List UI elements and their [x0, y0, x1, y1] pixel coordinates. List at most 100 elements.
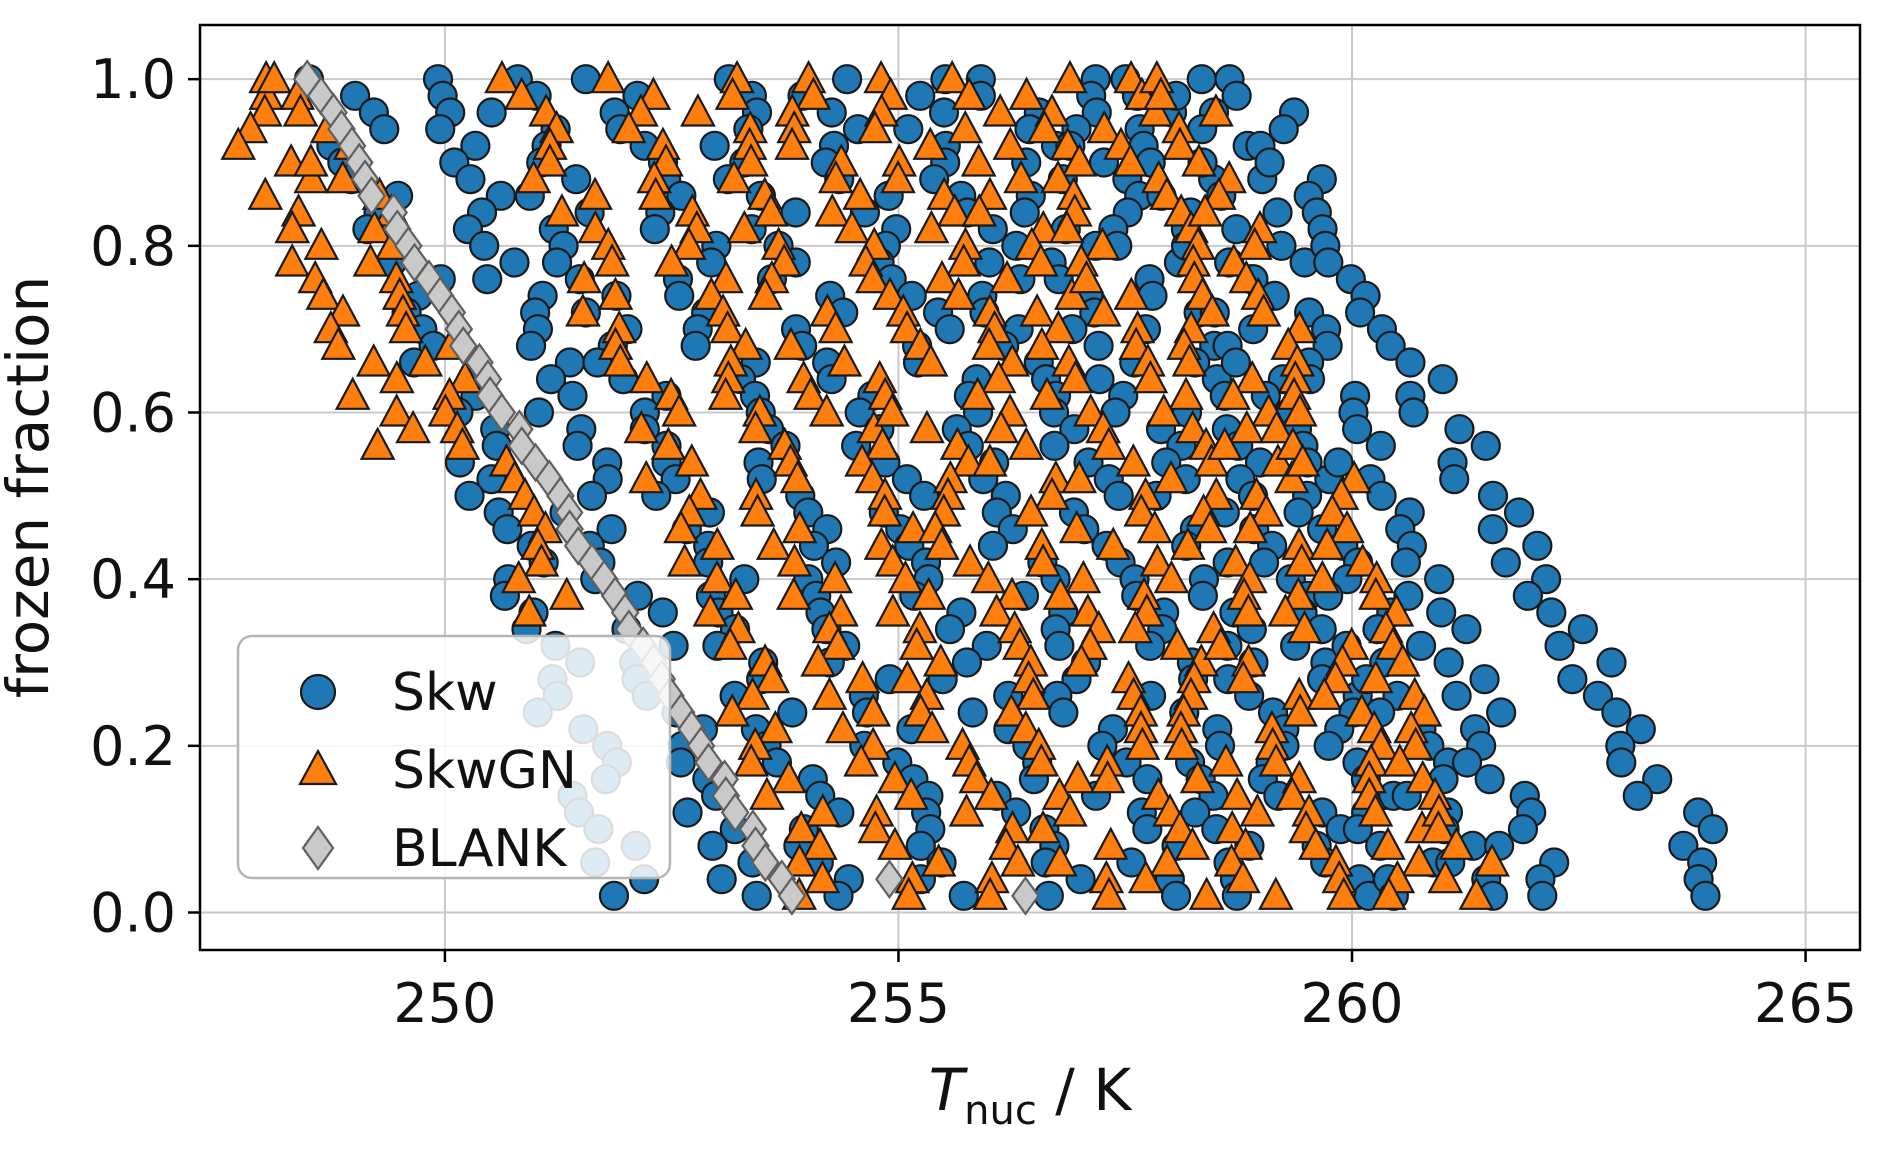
y-tick-label: 0.4 — [90, 548, 176, 611]
data-point-skwgn — [1174, 826, 1211, 860]
data-point-skw — [425, 114, 456, 145]
data-point-skwgn — [1194, 293, 1231, 327]
data-point-skwgn — [1136, 509, 1173, 544]
data-point-skwgn — [800, 643, 836, 677]
x-tick-label: 255 — [847, 972, 950, 1035]
data-point-skwgn — [923, 526, 960, 560]
data-point-skwgn — [774, 126, 810, 160]
data-point-skw — [639, 214, 670, 245]
data-point-skwgn — [1095, 526, 1132, 560]
data-point-skwgn — [1397, 726, 1434, 760]
data-point-skwgn — [1127, 859, 1164, 894]
data-point-skw — [1427, 364, 1458, 395]
data-point-skwgn — [1406, 693, 1443, 727]
data-point-skwgn — [989, 259, 1025, 294]
data-point-skwgn — [843, 743, 879, 777]
data-point-skwgn — [1282, 693, 1318, 727]
data-point-skw — [1132, 814, 1163, 845]
data-point-skwgn — [951, 76, 988, 110]
data-point-skwgn — [356, 209, 393, 244]
data-point-skw — [1642, 764, 1673, 795]
data-point-skwgn — [1325, 876, 1362, 910]
data-point-skwgn — [1192, 509, 1228, 544]
data-point-blank — [777, 875, 807, 916]
data-point-skwgn — [952, 543, 988, 577]
data-point-skwgn — [726, 209, 763, 244]
data-point-skwgn — [220, 126, 257, 160]
data-point-skwgn — [978, 593, 1015, 627]
data-point-skwgn — [1202, 626, 1239, 660]
data-point-skw — [699, 130, 730, 161]
data-point-skw — [680, 330, 711, 361]
data-point-skwgn — [334, 376, 371, 410]
data-point-skw — [1268, 114, 1299, 145]
data-point-blank — [875, 859, 904, 900]
data-point-skwgn — [912, 126, 949, 160]
y-tick-label: 0.2 — [90, 715, 176, 778]
data-point-skw — [697, 830, 728, 861]
data-point-skwgn — [597, 276, 634, 310]
data-point-skwgn — [854, 459, 891, 494]
data-point-skw — [576, 480, 608, 511]
data-point-skw — [1622, 780, 1653, 811]
data-point-skw — [557, 380, 588, 411]
data-point-skwgn — [817, 309, 854, 344]
data-point-skw — [1470, 430, 1501, 461]
data-point-skwgn — [1163, 726, 1200, 760]
data-point-skwgn — [1219, 776, 1255, 810]
data-point-skwgn — [1084, 226, 1121, 260]
data-point-skwgn — [802, 826, 838, 860]
data-point-skwgn — [781, 843, 818, 877]
data-point-skw — [647, 597, 678, 628]
data-point-skwgn — [970, 559, 1007, 594]
data-point-skwgn — [1171, 343, 1208, 377]
data-point-skwgn — [1230, 593, 1267, 627]
data-point-skwgn — [1003, 159, 1039, 194]
data-point-skw — [672, 797, 703, 828]
data-point-skwgn — [1370, 876, 1407, 910]
data-point-skwgn — [1336, 459, 1372, 494]
data-point-skwgn — [856, 109, 893, 144]
data-point-skw — [1490, 547, 1521, 578]
data-point-skwgn — [1280, 576, 1317, 610]
data-point-skwgn — [1085, 293, 1122, 327]
data-point-skw — [948, 880, 979, 911]
data-point-skw — [1398, 397, 1429, 428]
data-point-skwgn — [320, 326, 357, 360]
data-point-skwgn — [1023, 243, 1059, 277]
data-point-skwgn — [1139, 543, 1176, 577]
data-point-skw — [1527, 880, 1558, 911]
data-point-skwgn — [716, 159, 752, 194]
data-point-skwgn — [1201, 176, 1237, 210]
data-point-skwgn — [1357, 793, 1394, 827]
data-point-skw — [1477, 514, 1508, 545]
data-point-skw — [515, 330, 547, 361]
data-point-skw — [831, 64, 863, 95]
data-point-skwgn — [1314, 493, 1351, 527]
x-axis-variable: T — [929, 1056, 969, 1124]
data-point-skw — [523, 397, 555, 428]
data-point-skw — [664, 280, 695, 311]
data-point-skwgn — [484, 59, 520, 94]
legend-box — [236, 634, 672, 880]
data-point-skwgn — [444, 426, 481, 460]
data-point-skwgn — [983, 409, 1019, 444]
data-point-skw — [369, 114, 400, 145]
data-point-skwgn — [1112, 143, 1149, 177]
data-point-skwgn — [934, 59, 970, 94]
data-point-skwgn — [293, 159, 330, 194]
data-point-skwgn — [972, 876, 1008, 910]
data-point-skwgn — [1208, 743, 1244, 777]
data-point-skw — [469, 230, 500, 261]
data-point-skwgn — [1227, 826, 1264, 860]
axes-border — [198, 23, 1862, 952]
data-point-skw — [905, 830, 936, 861]
data-point-skwgn — [874, 543, 911, 577]
legend: Skw SkwGN BLANK — [236, 634, 672, 880]
data-point-skwgn — [958, 759, 995, 794]
data-point-skwgn — [872, 276, 908, 310]
data-point-skw — [1039, 430, 1070, 461]
data-point-skwgn — [776, 543, 813, 577]
data-point-skwgn — [1058, 509, 1095, 544]
